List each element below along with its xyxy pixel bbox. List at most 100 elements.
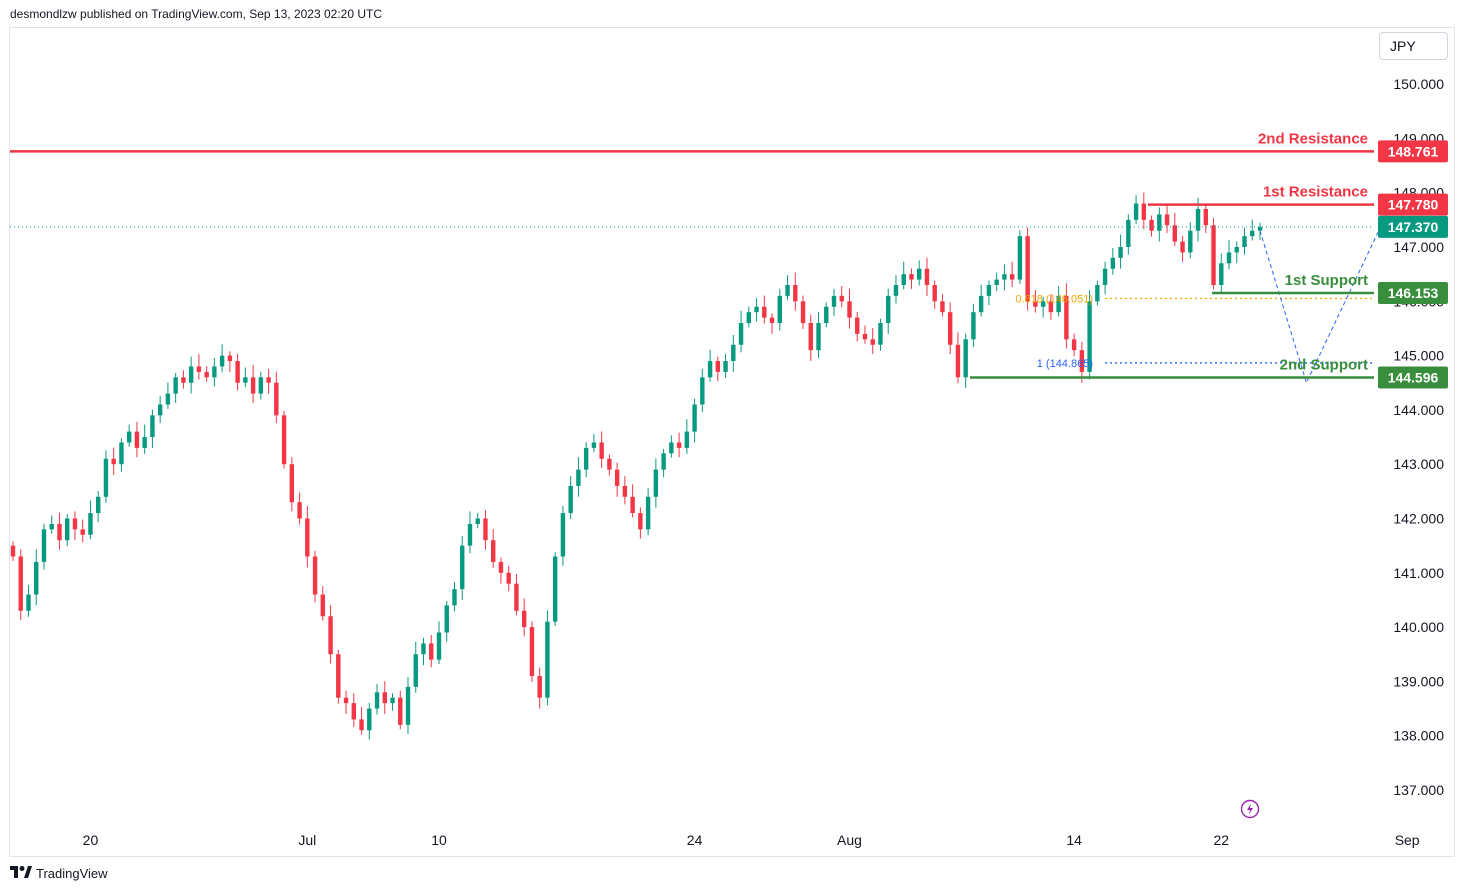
- fib-level-label: 1 (144.865): [1037, 358, 1093, 370]
- level-price-badge: [1378, 193, 1448, 216]
- fib-trend-line: [1259, 203, 1393, 385]
- candle-body: [560, 513, 566, 557]
- level-price-badge-text: 144.596: [1388, 370, 1439, 386]
- candle-body: [917, 268, 922, 280]
- candle-body: [576, 469, 581, 486]
- y-tick-label: 144.000: [1393, 402, 1444, 418]
- candle-body: [243, 377, 248, 383]
- candle-body: [1226, 252, 1232, 264]
- candle-body: [1079, 350, 1085, 372]
- candle-body: [715, 361, 721, 372]
- candle-body: [1017, 236, 1023, 280]
- currency-selector-button[interactable]: JPY: [1379, 32, 1448, 60]
- candle-body: [978, 295, 984, 313]
- candle-body: [653, 469, 659, 497]
- candle-body: [374, 692, 380, 709]
- candle-body: [824, 306, 829, 324]
- candle-body: [1048, 301, 1054, 313]
- candle-body: [134, 431, 140, 448]
- candle-body: [281, 415, 287, 465]
- candle-body: [219, 355, 225, 367]
- candle-body: [583, 447, 589, 470]
- y-tick-label: 138.000: [1393, 728, 1444, 744]
- candle-body: [436, 632, 442, 660]
- candle-body: [847, 301, 852, 318]
- chart-frame: [9, 27, 1455, 857]
- candle-body: [700, 377, 705, 405]
- candle-body: [800, 301, 806, 324]
- candle-body: [1102, 268, 1108, 286]
- candle-body: [258, 377, 264, 394]
- candle-body: [498, 561, 504, 573]
- candle-body: [165, 393, 171, 405]
- y-tick-label: 145.000: [1393, 348, 1444, 364]
- candle-body: [777, 295, 782, 324]
- candle-body: [351, 703, 356, 720]
- candle-body: [336, 654, 341, 698]
- candle-body: [1257, 226, 1263, 231]
- candle-body: [483, 518, 488, 541]
- candle-body: [274, 382, 279, 416]
- candle-body: [452, 589, 457, 606]
- lightning-bolt-icon[interactable]: [1240, 799, 1260, 819]
- candle-body: [1095, 285, 1100, 302]
- current-price-badge-text: 147.370: [1388, 219, 1439, 235]
- candle-body: [1195, 208, 1201, 231]
- candle-body: [398, 697, 403, 725]
- candle-body: [1234, 247, 1239, 253]
- candle-body: [955, 344, 961, 378]
- candle-body: [537, 675, 542, 698]
- candle-body: [382, 692, 387, 704]
- candle-body: [614, 469, 620, 486]
- candle-body: [723, 361, 728, 372]
- candle-body: [312, 556, 318, 595]
- candle-body: [591, 442, 597, 448]
- candle-body: [932, 285, 937, 302]
- candle-body: [1172, 225, 1178, 242]
- x-tick-label: 20: [83, 832, 99, 848]
- level-price-badge: [1378, 281, 1448, 304]
- y-tick-label: 141.000: [1393, 565, 1444, 581]
- candle-body: [119, 442, 124, 465]
- candle-body: [1242, 236, 1247, 247]
- candle-body: [103, 458, 109, 497]
- candle-body: [1110, 257, 1116, 269]
- candle-body: [1157, 214, 1162, 231]
- candle-body: [769, 317, 775, 324]
- level-price-badge-text: 146.153: [1388, 285, 1439, 301]
- candle-body: [429, 643, 434, 660]
- candle-body: [1118, 247, 1123, 258]
- candle-body: [862, 333, 868, 340]
- candle-body: [785, 285, 790, 296]
- candle-body: [909, 274, 914, 280]
- y-tick-label: 143.000: [1393, 456, 1444, 472]
- candle-body: [521, 610, 527, 628]
- candle-body: [568, 485, 573, 514]
- candle-body: [638, 513, 643, 530]
- candle-body: [676, 442, 682, 448]
- candle-body: [413, 654, 418, 687]
- candle-body: [793, 285, 798, 302]
- candle-body: [111, 458, 116, 465]
- level-label: 2nd Resistance: [1258, 130, 1368, 147]
- footer-brand[interactable]: TradingView: [10, 866, 108, 881]
- x-tick-label: 14: [1066, 832, 1082, 848]
- candle-body: [1180, 241, 1185, 253]
- candle-body: [893, 285, 899, 296]
- y-tick-label: 140.000: [1393, 619, 1444, 635]
- candle-body: [878, 323, 883, 345]
- candle-body: [367, 708, 372, 731]
- candle-body: [467, 523, 473, 546]
- candle-body: [49, 523, 54, 530]
- candle-body: [1203, 208, 1208, 226]
- candle-body: [405, 686, 411, 725]
- candle-body: [72, 518, 78, 530]
- candle-body: [196, 366, 202, 372]
- candle-body: [10, 545, 16, 557]
- x-tick-label: Jul: [298, 832, 316, 848]
- candle-body: [95, 496, 101, 514]
- candle-body: [65, 518, 70, 541]
- candle-body: [460, 545, 465, 590]
- y-tick-label: 142.000: [1393, 511, 1444, 527]
